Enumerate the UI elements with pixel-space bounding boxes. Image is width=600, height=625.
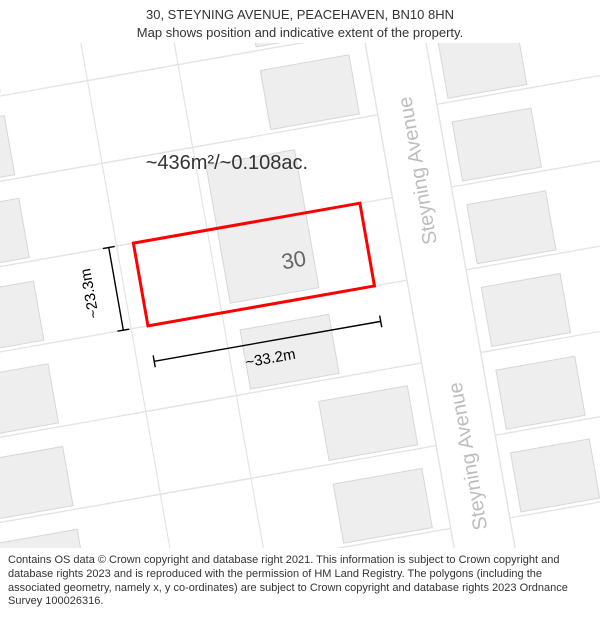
- header: 30, STEYNING AVENUE, PEACEHAVEN, BN10 8H…: [0, 0, 600, 43]
- subtitle-line: Map shows position and indicative extent…: [10, 24, 590, 42]
- map-area: Steyning AvenueSteyning Avenue30~436m²/~…: [0, 43, 600, 548]
- svg-text:~436m²/~0.108ac.: ~436m²/~0.108ac.: [146, 152, 308, 174]
- map-svg: Steyning AvenueSteyning Avenue30~436m²/~…: [0, 43, 600, 548]
- svg-text:30: 30: [280, 246, 308, 275]
- footer-text: Contains OS data © Crown copyright and d…: [0, 548, 600, 617]
- address-line: 30, STEYNING AVENUE, PEACEHAVEN, BN10 8H…: [10, 6, 590, 24]
